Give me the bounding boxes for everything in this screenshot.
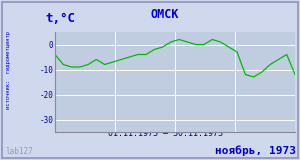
Text: lab127: lab127	[5, 147, 33, 156]
Text: источник:  гидрометцентр: источник: гидрометцентр	[7, 31, 11, 109]
Text: 01.11.1973 – 30.11.1973: 01.11.1973 – 30.11.1973	[107, 129, 223, 138]
Text: t,°C: t,°C	[45, 12, 75, 25]
Text: ноябрь, 1973: ноябрь, 1973	[215, 145, 296, 156]
FancyBboxPatch shape	[2, 2, 298, 158]
Text: ОМСК: ОМСК	[151, 8, 179, 21]
